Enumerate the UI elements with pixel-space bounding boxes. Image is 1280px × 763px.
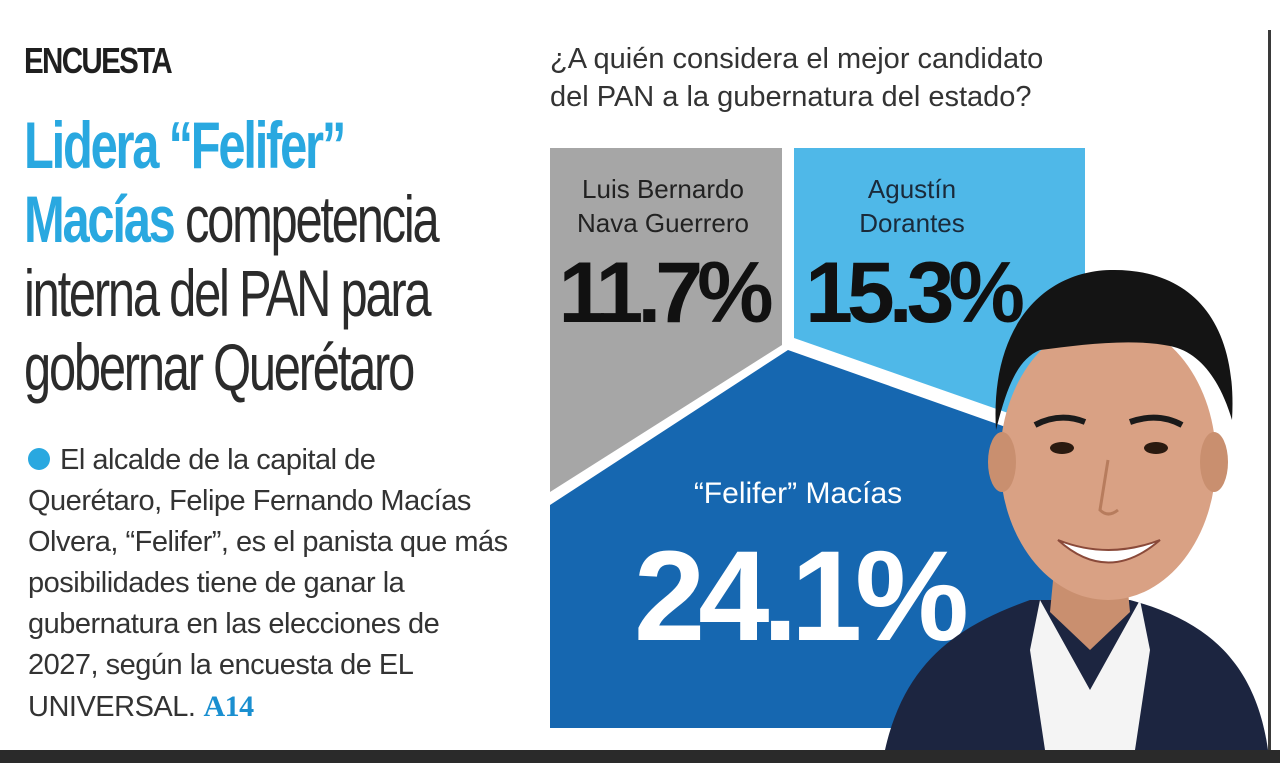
page-reference-link[interactable]: A14 bbox=[203, 690, 254, 723]
segment-2-value-label: 24.1% bbox=[634, 525, 966, 668]
candidate-portrait bbox=[885, 269, 1268, 750]
portrait-eye-left bbox=[1050, 442, 1074, 454]
segment-0-name-line1: Luis Bernardo bbox=[582, 174, 744, 204]
page-edge-line bbox=[1268, 30, 1271, 750]
portrait-eyebrow-left bbox=[1033, 414, 1087, 428]
bullet-dot-icon bbox=[28, 448, 50, 470]
segment-1-value-label: 15.3% bbox=[805, 245, 1023, 341]
segment-1-name-line2: Dorantes bbox=[859, 208, 965, 238]
portrait-shirt bbox=[1030, 600, 1150, 750]
portrait-ear-right bbox=[1200, 432, 1228, 492]
headline-highlight: Lidera “Felifer” Macías bbox=[24, 108, 346, 256]
headline-rest-line1: competencia bbox=[184, 182, 440, 256]
segment-shape-2 bbox=[550, 350, 1085, 728]
summary-text: El alcalde de la capital de Querétaro, F… bbox=[28, 444, 508, 723]
headline: Lidera “Felifer” Macías competencia inte… bbox=[24, 108, 468, 404]
portrait-ear-left bbox=[988, 432, 1016, 492]
chart-question: ¿A quién considera el mejor candidato de… bbox=[550, 40, 1150, 116]
headline-line4: gobernar Querétaro bbox=[24, 330, 415, 404]
segment-1-name-line1: Agustín bbox=[868, 174, 956, 204]
section-kicker: ENCUESTA bbox=[24, 40, 173, 81]
segment-shape-0 bbox=[550, 148, 782, 492]
question-line-1: ¿A quién considera el mejor candidato bbox=[550, 43, 1044, 75]
portrait-hair bbox=[995, 269, 1233, 430]
article-summary: El alcalde de la capital de Querétaro, F… bbox=[28, 440, 508, 728]
headline-line3: interna del PAN para bbox=[24, 256, 432, 330]
portrait-smile bbox=[1057, 539, 1161, 564]
segment-0-name-line2: Nava Guerrero bbox=[577, 208, 749, 238]
segment-2-name-line1: “Felifer” Macías bbox=[694, 477, 902, 510]
portrait-nose bbox=[1098, 459, 1119, 516]
question-line-2: del PAN a la gubernatura del estado? bbox=[550, 81, 1032, 113]
bottom-rule bbox=[0, 750, 1280, 763]
portrait-eye-right bbox=[1144, 442, 1168, 454]
segment-0-value-label: 11.7% bbox=[558, 245, 772, 341]
portrait-eyebrow-right bbox=[1128, 414, 1184, 428]
